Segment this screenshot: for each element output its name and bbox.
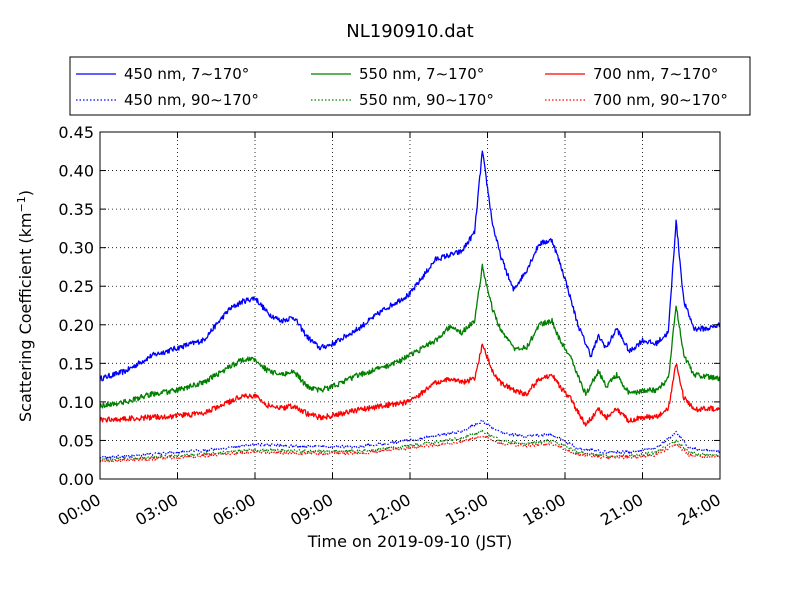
series-line: [99, 343, 721, 427]
ticks: 00:00 03:00 06:00 09:00 12:00 15:00 18:00 21:00…: [55, 123, 724, 530]
y-tick-label: 0.40: [58, 162, 94, 181]
x-tick-label: 21:00: [597, 490, 646, 530]
x-tick-label: 18:00: [520, 490, 569, 530]
x-tick-label: 12:00: [365, 490, 414, 530]
legend-label: 450 nm, 90∼170°: [124, 91, 259, 109]
y-axis-label: Scattering Coefficient (km−1): [15, 190, 35, 422]
legend: 450 nm, 7∼170° 550 nm, 7∼170° 700 nm, 7∼17…: [69, 56, 751, 116]
y-tick-label: 0.35: [58, 200, 94, 219]
series-line: [99, 419, 721, 459]
series-line: [99, 263, 721, 409]
grid: [100, 132, 720, 479]
legend-box: [69, 56, 751, 116]
x-tick-label: 03:00: [132, 490, 181, 530]
x-tick-label: 15:00: [442, 490, 491, 530]
y-axis-label-end: ): [16, 190, 35, 196]
y-tick-label: 0.05: [58, 431, 94, 450]
legend-label: 550 nm, 7∼170°: [359, 65, 484, 83]
y-axis-label-main: Scattering Coefficient (km: [16, 212, 35, 422]
legend-label: 450 nm, 7∼170°: [124, 65, 249, 83]
series-line: [99, 150, 721, 382]
x-tick-label: 24:00: [675, 490, 724, 530]
x-axis-label: Time on 2019-09-10 (JST): [307, 532, 512, 551]
y-axis-label-sup: −1: [15, 196, 28, 212]
chart-title: NL190910.dat: [346, 21, 473, 42]
y-tick-label: 0.10: [58, 393, 94, 412]
x-tick-label: 09:00: [287, 490, 336, 530]
y-tick-label: 0.20: [58, 316, 94, 335]
legend-label: 700 nm, 90∼170°: [593, 91, 728, 109]
legend-label: 550 nm, 90∼170°: [359, 91, 494, 109]
x-tick-label: 06:00: [210, 490, 259, 530]
x-tick-label: 00:00: [55, 490, 104, 530]
y-tick-label: 0.45: [58, 123, 94, 142]
series-layer: [99, 150, 721, 463]
y-tick-label: 0.00: [58, 470, 94, 489]
y-tick-label: 0.25: [58, 277, 94, 296]
legend-label: 700 nm, 7∼170°: [593, 65, 718, 83]
y-tick-label: 0.30: [58, 239, 94, 258]
y-tick-label: 0.15: [58, 354, 94, 373]
